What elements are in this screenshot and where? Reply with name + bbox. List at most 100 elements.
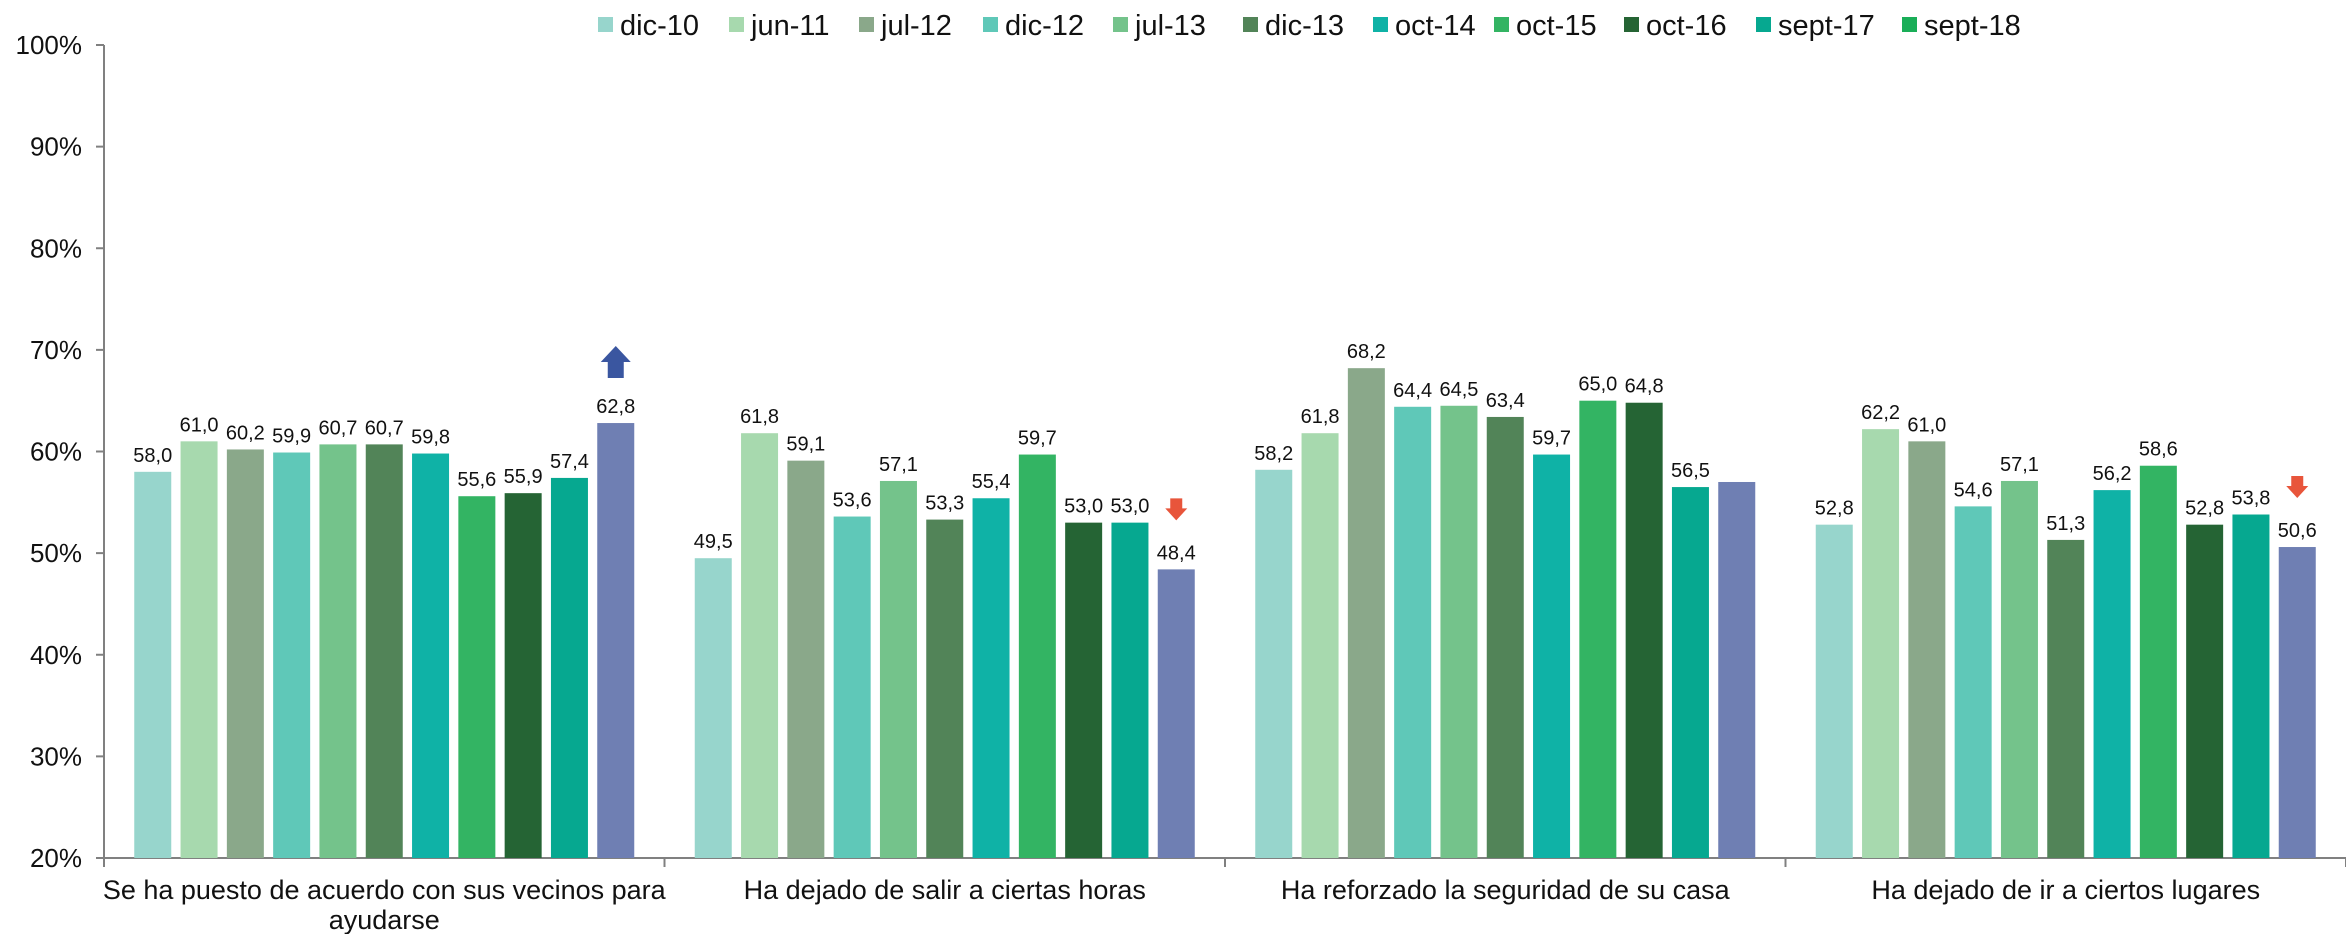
category-label: Ha dejado de salir a ciertas horas [744,875,1146,905]
data-label: 59,8 [411,427,450,449]
data-label: 56,2 [2093,463,2132,485]
legend-label: jul-12 [880,10,952,42]
data-label: 50,6 [2278,520,2317,542]
data-labels: 58,0 49,5 58,2 52,8 61,0 61,8 61,8 62,2 60,2 59,1… [133,341,2316,564]
legend-label: oct-15 [1516,10,1597,42]
legend-item-jun-11: jun-11 [729,10,829,42]
legend-item-dic-12: dic-12 [983,10,1084,42]
bar-sept-18 [597,423,635,858]
data-label: 57,1 [879,454,918,476]
bar-oct-14 [2093,490,2131,858]
bar-oct-14 [412,453,450,858]
bar-dic-10 [1815,524,1853,858]
legend-swatch [1243,17,1258,32]
bar-jul-13 [2000,480,2038,858]
y-tick-label: 20% [30,843,82,873]
legend-item-jul-13: jul-13 [1113,10,1206,42]
bar-dic-10 [1255,469,1293,858]
bar-jun-11 [1301,433,1339,858]
legend-swatch [859,17,874,32]
bar-oct-16 [2186,524,2224,858]
legend-label: dic-10 [620,10,699,42]
legend-swatch [1373,17,1388,32]
data-label: 58,6 [2139,439,2178,461]
legend-swatch [729,17,744,32]
bar-dic-12 [1954,506,1992,858]
bar-oct-15 [1018,454,1056,858]
bar-jul-12 [1347,368,1385,858]
arrow-down-icon [1165,498,1188,521]
data-label: 51,3 [2046,513,2085,535]
y-axis: 20% 30% 40% 50% 60% 70% 80% 90% 100% [16,30,105,873]
bar-jul-12 [787,460,825,858]
legend-item-sept-17: sept-17 [1756,10,1875,42]
bar-jun-11 [1862,429,1900,858]
legend-swatch [1494,17,1509,32]
arrow-down-icon [2286,476,2309,499]
data-label: 59,9 [272,426,311,448]
legend-item-dic-13: dic-13 [1243,10,1344,42]
data-label: 59,1 [786,434,825,456]
x-axis: Se ha puesto de acuerdo con sus vecinos … [103,857,2346,934]
data-label: 64,5 [1439,379,1478,401]
annotations [600,346,2309,521]
category-label: Ha reforzado la seguridad de su casa [1281,875,1731,905]
legend-label: sept-18 [1924,10,2021,42]
y-tick-label: 80% [30,233,82,263]
legend-label: oct-16 [1646,10,1727,42]
y-tick-label: 50% [30,538,82,568]
bar-jul-13 [1440,405,1478,858]
legend-item-dic-10: dic-10 [598,10,699,42]
data-label: 59,7 [1018,428,1057,450]
legend-swatch [1902,17,1917,32]
data-label: 64,4 [1393,380,1432,402]
category-label: Ha dejado de ir a ciertos lugares [1871,875,2260,905]
data-label: 61,8 [1301,406,1340,428]
data-label: 60,7 [365,417,404,439]
data-label: 57,4 [550,451,589,473]
data-label: 61,0 [180,414,219,436]
bar-oct-16 [1065,522,1103,858]
bar-sept-18 [1157,569,1195,858]
data-label: 61,0 [1907,414,1946,436]
legend-item-sept-18: sept-18 [1902,10,2021,42]
bar-dic-12 [1394,406,1432,858]
legend-label: jun-11 [750,10,829,42]
bar-dic-13 [1486,416,1524,858]
data-label: 59,7 [1532,428,1571,450]
data-label: 58,0 [133,445,172,467]
data-label: 48,4 [1157,542,1196,564]
legend-swatch [598,17,613,32]
bar-jul-13 [319,444,357,858]
bar-sept-17 [550,477,588,858]
y-tick-label: 40% [30,640,82,670]
data-label: 60,2 [226,422,265,444]
legend-swatch [983,17,998,32]
bar-sept-18 [1718,481,1756,858]
category-label: Se ha puesto de acuerdo con sus vecinos … [103,875,667,905]
bar-sept-17 [1671,487,1709,858]
legend-label: jul-13 [1134,10,1206,42]
y-tick-label: 90% [30,132,82,162]
bar-dic-13 [2047,539,2085,858]
y-tick-label: 60% [30,437,82,467]
y-tick-label: 100% [16,30,83,60]
data-label: 57,1 [2000,454,2039,476]
bar-oct-14 [972,498,1010,858]
data-label: 63,4 [1486,390,1525,412]
bar-dic-12 [833,516,871,858]
bar-oct-15 [2139,465,2177,858]
data-label: 53,8 [2231,488,2270,510]
bar-jun-11 [180,441,218,858]
legend-item-oct-16: oct-16 [1624,10,1727,42]
legend-item-jul-12: jul-12 [859,10,952,42]
bars [134,368,2316,858]
bar-jun-11 [741,433,779,858]
data-label: 53,0 [1064,496,1103,518]
y-tick-label: 30% [30,741,82,771]
legend: dic-10 jun-11 jul-12 dic-12 jul-13 dic-13 oct-… [598,10,2021,42]
legend-swatch [1756,17,1771,32]
data-label: 55,6 [457,469,496,491]
data-label: 58,2 [1254,443,1293,465]
